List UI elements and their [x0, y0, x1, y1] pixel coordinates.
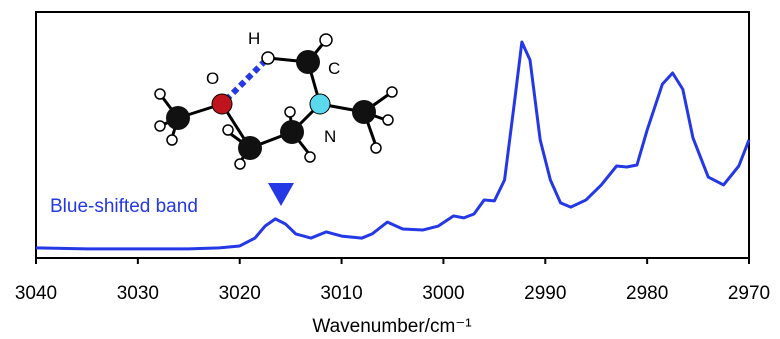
h-atom — [305, 152, 315, 162]
atom-label: N — [324, 127, 336, 146]
h-atom — [155, 121, 165, 131]
h-atom — [371, 143, 381, 153]
annotation: Blue-shifted band — [50, 196, 198, 217]
plot-frame — [36, 12, 749, 258]
hydrogen-bond — [226, 60, 266, 100]
x-tick-label: 2990 — [524, 283, 566, 304]
x-tick-label: 3040 — [15, 283, 57, 304]
h-atom — [235, 159, 245, 169]
h-atom — [383, 115, 393, 125]
h-atom — [285, 107, 295, 117]
x-tick-label: 3010 — [320, 283, 362, 304]
c-atom — [296, 50, 320, 74]
c-atom — [166, 106, 190, 130]
h-atom — [223, 125, 233, 135]
atom-label: H — [248, 29, 260, 48]
x-tick-label: 3030 — [117, 283, 159, 304]
c-atom — [280, 120, 304, 144]
x-tick-label: 2970 — [728, 283, 770, 304]
x-axis-label: Wavenumber/cm⁻¹ — [312, 316, 471, 337]
annotation-arrow — [268, 183, 294, 206]
x-tick-label: 3020 — [219, 283, 261, 304]
atom-label: O — [206, 69, 219, 88]
c-atom — [238, 136, 262, 160]
molecule: H O C N — [155, 29, 397, 169]
x-tick-label: 2980 — [626, 283, 668, 304]
h-atom — [262, 52, 274, 64]
atom-label: C — [328, 59, 340, 78]
h-atom — [387, 87, 397, 97]
n-atom — [310, 94, 330, 114]
x-tick-label: 3000 — [422, 283, 464, 304]
h-atom — [155, 89, 165, 99]
spectrum-line — [36, 42, 749, 249]
chart: H O C N Blue-shifted band Wavenumber/cm⁻… — [0, 0, 780, 339]
o-atom — [212, 94, 232, 114]
h-atom — [167, 135, 177, 145]
h-atom — [320, 34, 332, 46]
c-atom — [352, 100, 376, 124]
